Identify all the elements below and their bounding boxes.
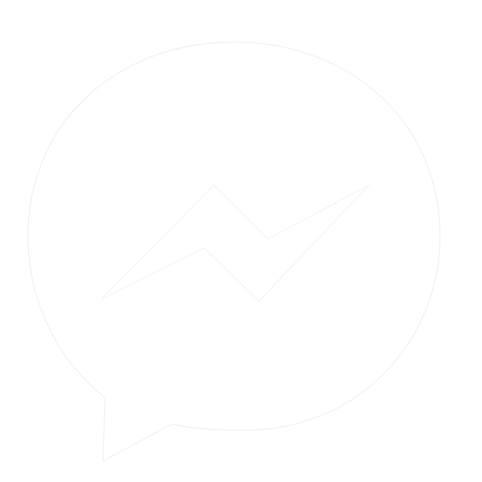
lightning-bolt-shape [100, 184, 370, 302]
